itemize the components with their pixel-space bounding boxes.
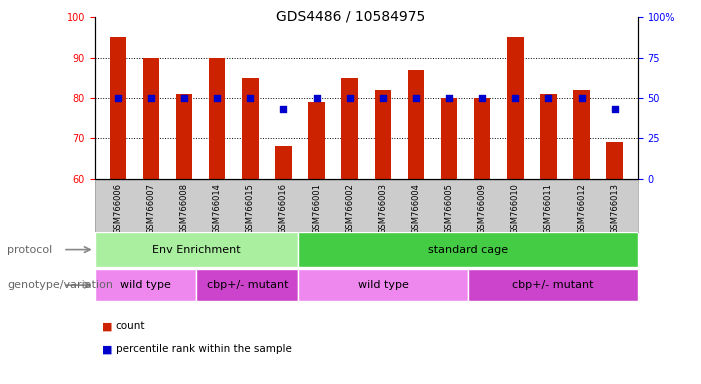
Point	[543, 95, 554, 101]
Bar	[308, 102, 325, 179]
Text: GSM766013: GSM766013	[611, 183, 619, 234]
Point	[112, 95, 123, 101]
Bar	[275, 146, 292, 179]
Point	[179, 95, 190, 101]
Text: GSM766011: GSM766011	[544, 183, 553, 234]
Text: GSM766016: GSM766016	[279, 183, 288, 234]
Text: Env Enrichment: Env Enrichment	[152, 245, 241, 255]
Bar	[474, 98, 491, 179]
Text: GSM766012: GSM766012	[577, 183, 586, 234]
Text: GSM766003: GSM766003	[379, 183, 388, 234]
Bar	[242, 78, 259, 179]
Text: protocol: protocol	[7, 245, 53, 255]
Text: GDS4486 / 10584975: GDS4486 / 10584975	[276, 10, 425, 23]
Bar	[143, 58, 159, 179]
Text: GSM766009: GSM766009	[477, 183, 486, 234]
Bar	[341, 78, 358, 179]
Text: GSM766015: GSM766015	[246, 183, 255, 234]
Text: GSM766002: GSM766002	[345, 183, 354, 234]
Text: GSM766004: GSM766004	[411, 183, 421, 234]
Bar	[468, 269, 638, 301]
Text: GSM766007: GSM766007	[147, 183, 156, 234]
Text: ■: ■	[102, 321, 112, 331]
Text: ■: ■	[102, 344, 112, 354]
Point	[278, 106, 289, 112]
Text: cbp+/- mutant: cbp+/- mutant	[512, 280, 594, 290]
Text: genotype/variation: genotype/variation	[7, 280, 113, 290]
Point	[477, 95, 488, 101]
Bar	[374, 90, 391, 179]
Text: GSM766014: GSM766014	[212, 183, 222, 234]
Point	[377, 95, 388, 101]
Bar	[176, 94, 192, 179]
Text: GSM766006: GSM766006	[114, 183, 122, 234]
Text: wild type: wild type	[120, 280, 171, 290]
Bar	[299, 232, 638, 267]
Point	[609, 106, 620, 112]
Bar	[95, 269, 196, 301]
Text: GSM766001: GSM766001	[312, 183, 321, 234]
Point	[576, 95, 587, 101]
Text: count: count	[116, 321, 145, 331]
Point	[510, 95, 521, 101]
Bar	[408, 70, 424, 179]
Text: GSM766005: GSM766005	[444, 183, 454, 234]
Point	[410, 95, 421, 101]
Text: wild type: wild type	[358, 280, 409, 290]
Bar	[109, 38, 126, 179]
Bar	[441, 98, 457, 179]
Bar	[573, 90, 590, 179]
Text: standard cage: standard cage	[428, 245, 508, 255]
Bar	[540, 94, 557, 179]
Bar	[507, 38, 524, 179]
Text: cbp+/- mutant: cbp+/- mutant	[207, 280, 288, 290]
Point	[311, 95, 322, 101]
Point	[245, 95, 256, 101]
Point	[344, 95, 355, 101]
Text: GSM766008: GSM766008	[179, 183, 189, 234]
Point	[444, 95, 455, 101]
Bar	[95, 232, 299, 267]
Text: GSM766010: GSM766010	[511, 183, 520, 234]
Text: percentile rank within the sample: percentile rank within the sample	[116, 344, 292, 354]
Point	[212, 95, 223, 101]
Bar	[606, 142, 623, 179]
Point	[145, 95, 156, 101]
Bar	[196, 269, 299, 301]
Bar	[299, 269, 468, 301]
Bar	[209, 58, 226, 179]
